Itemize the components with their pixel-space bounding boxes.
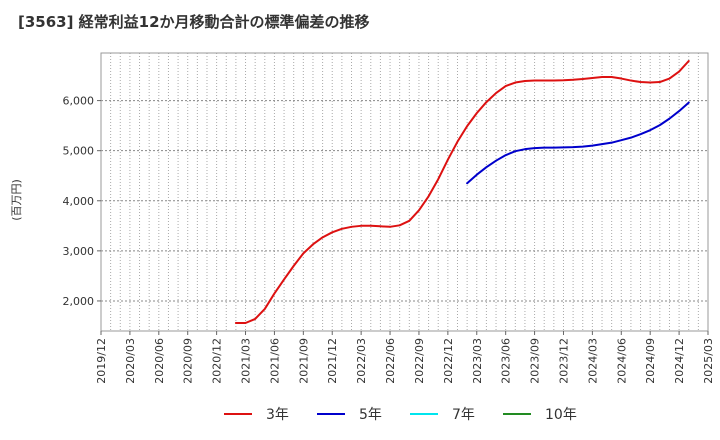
y-axis-label: (百万円) bbox=[10, 179, 23, 221]
legend-label-10年: 10年 bbox=[545, 407, 577, 423]
legend-label-5年: 5年 bbox=[359, 407, 382, 423]
x-tick-label: 2023/03 bbox=[471, 338, 484, 384]
x-tick-label: 2019/12 bbox=[95, 338, 108, 384]
x-tick-label: 2021/12 bbox=[326, 338, 339, 384]
x-tick-label: 2023/09 bbox=[529, 338, 542, 384]
series-line-3年 bbox=[234, 60, 690, 324]
x-tick-label: 2020/06 bbox=[153, 338, 166, 384]
x-tick-label: 2024/03 bbox=[586, 338, 599, 384]
series-line-5年 bbox=[466, 101, 690, 185]
x-tick-label: 2021/03 bbox=[240, 338, 253, 384]
x-tick-label: 2023/12 bbox=[557, 338, 570, 384]
legend-label-7年: 7年 bbox=[452, 407, 475, 423]
grid-layer bbox=[101, 53, 708, 331]
plot-frame bbox=[100, 52, 709, 332]
x-tick-label: 2024/09 bbox=[644, 338, 657, 384]
x-tick-label: 2020/03 bbox=[124, 338, 137, 384]
x-tick-label: 2022/06 bbox=[384, 338, 397, 384]
x-tick-label: 2022/03 bbox=[355, 338, 368, 384]
y-tick-label: 6,000 bbox=[63, 95, 95, 108]
y-tick-label: 5,000 bbox=[63, 145, 95, 158]
x-tick-label: 2022/09 bbox=[413, 338, 426, 384]
x-tick-label: 2021/09 bbox=[297, 338, 310, 384]
series-layer bbox=[234, 60, 690, 324]
x-tick-label: 2024/06 bbox=[615, 338, 628, 384]
chart-title: [3563] 経常利益12か月移動合計の標準偏差の推移 bbox=[18, 13, 370, 31]
x-tick-label: 2024/12 bbox=[673, 338, 686, 384]
x-axis-ticks: 2019/12 2020/03 2020/06 2020/09 2020/12 2021/… bbox=[95, 331, 715, 384]
legend: 3年 5年 7年 10年 bbox=[224, 407, 577, 423]
x-tick-label: 2022/12 bbox=[442, 338, 455, 384]
y-axis-ticks: 2,000 3,000 4,000 5,000 6,000 bbox=[63, 95, 101, 308]
x-tick-label: 2023/06 bbox=[500, 338, 513, 384]
y-tick-label: 4,000 bbox=[63, 195, 95, 208]
legend-label-3年: 3年 bbox=[266, 407, 289, 423]
x-tick-label: 2025/03 bbox=[702, 338, 715, 384]
x-tick-label: 2020/09 bbox=[182, 338, 195, 384]
x-tick-label: 2020/12 bbox=[211, 338, 224, 384]
x-tick-label: 2021/06 bbox=[268, 338, 281, 384]
y-tick-label: 3,000 bbox=[63, 245, 95, 258]
y-tick-label: 2,000 bbox=[63, 295, 95, 308]
